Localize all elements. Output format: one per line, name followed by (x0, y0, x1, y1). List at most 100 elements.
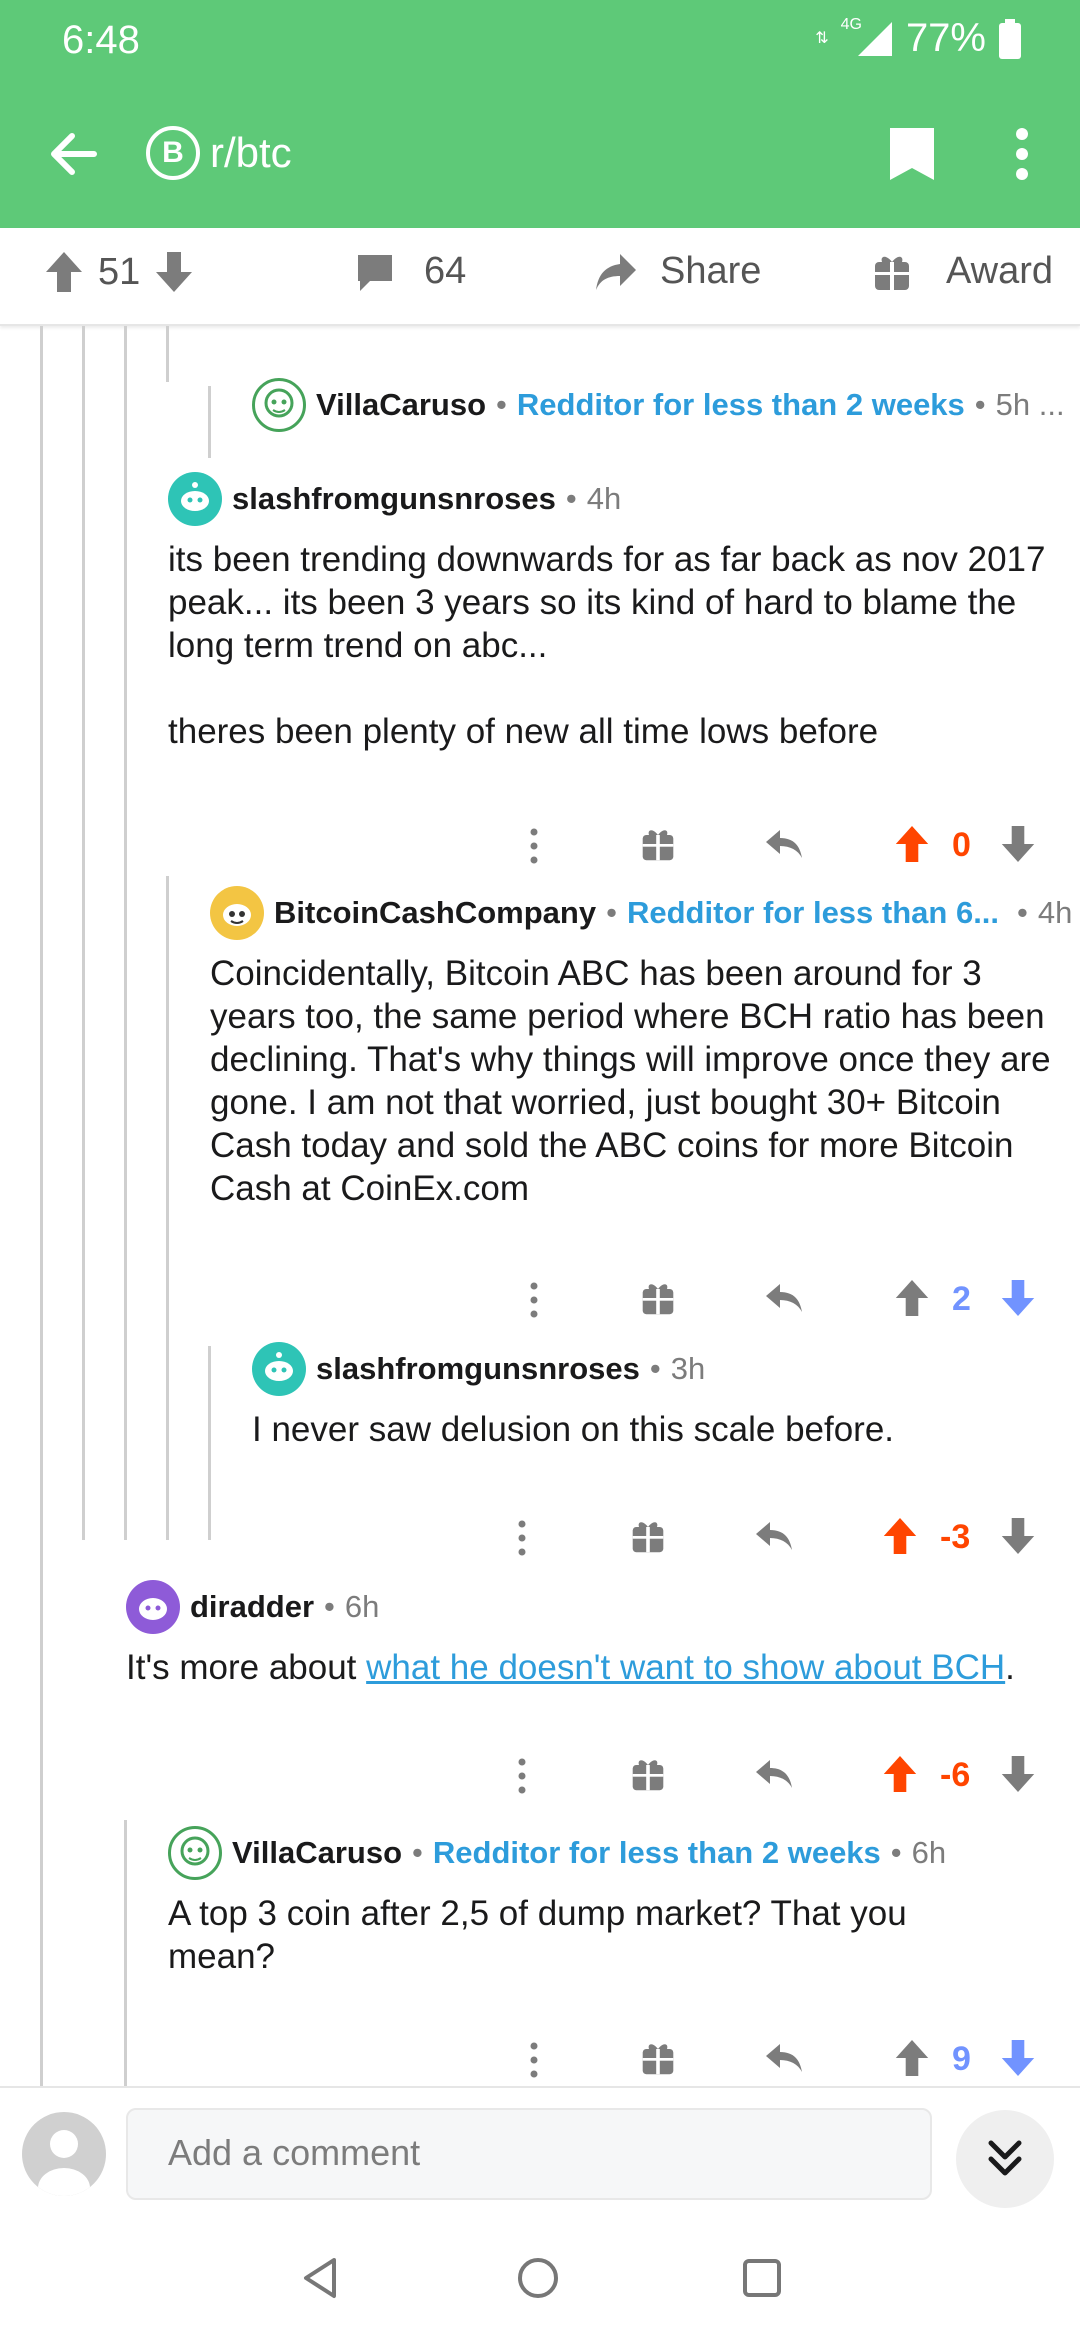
user-avatar-icon[interactable] (210, 886, 264, 940)
user-avatar-icon[interactable] (168, 1826, 222, 1880)
gift-icon[interactable] (630, 1518, 666, 1554)
comments-count-button[interactable]: 64 (354, 250, 466, 293)
comment-paragraph: Coincidentally, Bitcoin ABC has been aro… (210, 954, 1051, 1208)
comment-actions: 2 (0, 1270, 1080, 1330)
comment-c4: slashfromgunsnroses • 3h I never saw del… (252, 1342, 1060, 1451)
comment-body: A top 3 coin after 2,5 of dump market? T… (168, 1892, 988, 1978)
reply-icon[interactable] (762, 826, 806, 862)
comment-username[interactable]: slashfromgunsnroses (232, 481, 556, 516)
comment-username[interactable]: VillaCaruso (232, 1835, 403, 1870)
post-vote: 51 (44, 250, 194, 294)
comment-paragraph: its been trending downwards for as far b… (168, 540, 1046, 665)
comment-paragraph: theres been plenty of new all time lows … (168, 712, 879, 751)
comment-score: 9 (952, 2040, 971, 2078)
gift-icon[interactable] (640, 1280, 676, 1316)
comment-time: 4h (1037, 895, 1073, 930)
user-flair: Redditor for less than 6... (626, 895, 1000, 930)
downvote-icon[interactable] (1000, 1516, 1036, 1556)
thread-line (124, 326, 127, 1540)
user-avatar-icon[interactable] (168, 472, 222, 526)
comment-compose-bar: Add a comment (0, 2086, 1080, 2216)
nav-back-icon[interactable] (300, 2256, 340, 2300)
battery-icon (999, 18, 1021, 59)
scroll-down-button[interactable] (956, 2110, 1054, 2208)
gift-icon[interactable] (640, 826, 676, 862)
comments-count: 64 (424, 250, 467, 292)
more-vert-icon[interactable] (518, 2030, 550, 2086)
thread-line (166, 326, 169, 382)
nav-home-icon[interactable] (516, 2256, 560, 2300)
share-icon (596, 253, 636, 290)
comment-score: -3 (940, 1518, 971, 1556)
battery-percent: 77% (905, 16, 986, 60)
comment-time: 5h ... (995, 387, 1065, 422)
upvote-icon[interactable] (882, 1516, 918, 1556)
more-vert-icon[interactable] (506, 1746, 538, 1806)
app-toolbar: B r/btc (0, 80, 1080, 228)
comment-time: 6h (911, 1835, 947, 1870)
upvote-icon[interactable] (894, 2038, 930, 2078)
thread-line (208, 1346, 211, 1540)
thread-line (82, 326, 85, 1540)
comment-c3: BitcoinCashCompany • Redditor for less t… (210, 886, 1072, 1210)
data-arrows-icon: ⇅ (815, 29, 829, 47)
more-vert-icon[interactable] (518, 816, 550, 876)
comment-actions: 9 (0, 2030, 1080, 2086)
user-avatar-icon[interactable] (252, 378, 306, 432)
comment-icon (358, 254, 392, 291)
nav-recents-icon[interactable] (742, 2258, 782, 2298)
downvote-icon[interactable] (1000, 1278, 1036, 1318)
thread-line (124, 1820, 127, 2086)
comment-username[interactable]: slashfromgunsnroses (316, 1351, 640, 1386)
comment-time: 6h (344, 1589, 380, 1624)
comment-link[interactable]: what he doesn't want to show about BCH (366, 1648, 1006, 1687)
reply-icon[interactable] (762, 1280, 806, 1316)
award-button[interactable]: Award (872, 250, 1053, 293)
comments-list: VillaCaruso • Redditor for less than 2 w… (0, 326, 1080, 2086)
share-button[interactable]: Share (594, 250, 761, 293)
more-vert-icon[interactable] (518, 1270, 550, 1330)
reply-icon[interactable] (752, 1518, 796, 1554)
downvote-icon[interactable] (1000, 824, 1036, 864)
upvote-icon[interactable] (894, 1278, 930, 1318)
comment-c5: diradder • 6h It's more about what he do… (126, 1580, 1066, 1689)
thread-line (208, 386, 211, 458)
reply-icon[interactable] (762, 2040, 806, 2076)
back-arrow-icon[interactable] (44, 124, 104, 184)
upvote-icon[interactable] (894, 824, 930, 864)
comment-score: 0 (952, 826, 971, 864)
comment-username[interactable]: VillaCaruso (316, 387, 487, 422)
more-vert-icon[interactable] (506, 1508, 538, 1568)
user-avatar-icon[interactable] (252, 1342, 306, 1396)
downvote-icon[interactable] (1000, 2038, 1036, 2078)
comment-score: -6 (940, 1756, 971, 1794)
downvote-icon[interactable] (1000, 1754, 1036, 1794)
user-flair: Redditor for less than 2 weeks (516, 387, 965, 422)
comment-time: 4h (586, 481, 622, 516)
gift-icon[interactable] (640, 2040, 676, 2076)
reply-icon[interactable] (752, 1756, 796, 1792)
bitcoin-icon: B (146, 126, 200, 180)
comment-text: . (1005, 1648, 1015, 1687)
user-avatar-icon[interactable] (126, 1580, 180, 1634)
share-label: Share (660, 250, 762, 292)
comment-c1: VillaCaruso • Redditor for less than 2 w… (252, 378, 1065, 432)
more-vert-icon[interactable] (1002, 124, 1042, 184)
upvote-icon[interactable] (44, 250, 84, 294)
bookmark-icon[interactable] (884, 124, 940, 184)
downvote-icon[interactable] (154, 250, 194, 294)
subreddit-title[interactable]: B r/btc (146, 126, 292, 180)
gift-icon[interactable] (630, 1756, 666, 1792)
comment-username[interactable]: BitcoinCashCompany (274, 895, 597, 930)
user-avatar-icon[interactable] (22, 2112, 106, 2196)
status-time: 6:48 (62, 18, 140, 62)
comment-text: It's more about (126, 1648, 367, 1687)
signal-icon (857, 21, 892, 56)
comment-actions: -3 (0, 1508, 1080, 1568)
comment-username[interactable]: diradder (190, 1589, 315, 1624)
upvote-icon[interactable] (882, 1754, 918, 1794)
comment-input[interactable]: Add a comment (126, 2108, 932, 2200)
user-flair: Redditor for less than 2 weeks (432, 1835, 881, 1870)
post-actions-bar: 51 64 Share Award (0, 228, 1080, 326)
comment-actions: -6 (0, 1746, 1080, 1806)
